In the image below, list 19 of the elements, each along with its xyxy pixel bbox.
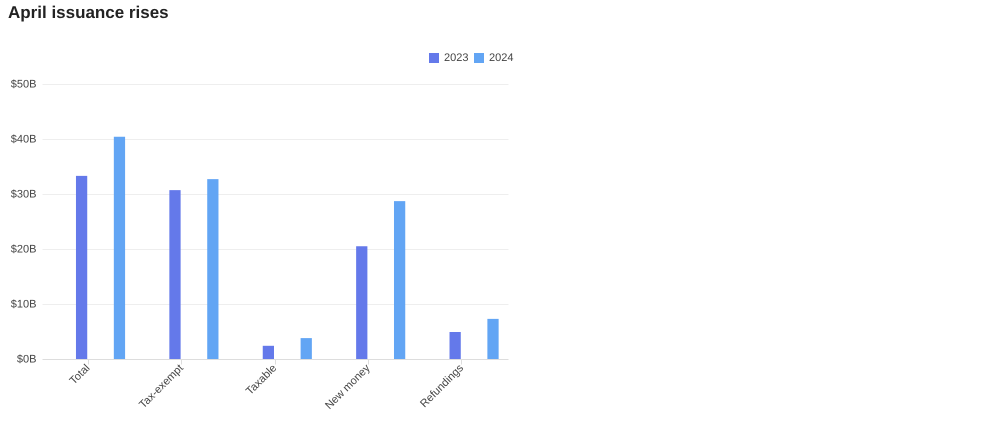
legend-label: 2024 xyxy=(489,52,514,64)
y-tick-label: $0B xyxy=(16,354,36,366)
y-tick-label: $20B xyxy=(10,244,36,256)
bar xyxy=(76,176,88,359)
y-tick-label: $50B xyxy=(10,78,36,90)
legend-label: 2023 xyxy=(444,52,468,64)
bar xyxy=(207,179,218,359)
y-tick-label: $30B xyxy=(10,188,36,200)
bar xyxy=(169,190,181,359)
bar xyxy=(300,338,312,359)
bar xyxy=(356,246,368,359)
chart-title: April issuance rises xyxy=(8,3,169,22)
bar xyxy=(487,318,499,359)
bar xyxy=(114,136,126,359)
y-tick-label: $10B xyxy=(10,298,36,310)
y-tick-label: $40B xyxy=(10,134,36,146)
bar xyxy=(394,201,406,359)
bar xyxy=(450,332,461,359)
bar xyxy=(262,346,274,359)
